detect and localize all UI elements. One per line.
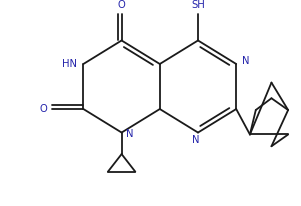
- Text: SH: SH: [191, 0, 205, 10]
- Text: HN: HN: [62, 59, 77, 69]
- Text: N: N: [126, 130, 133, 139]
- Text: O: O: [118, 0, 126, 10]
- Text: N: N: [242, 56, 250, 66]
- Text: O: O: [39, 104, 47, 114]
- Text: N: N: [192, 135, 200, 145]
